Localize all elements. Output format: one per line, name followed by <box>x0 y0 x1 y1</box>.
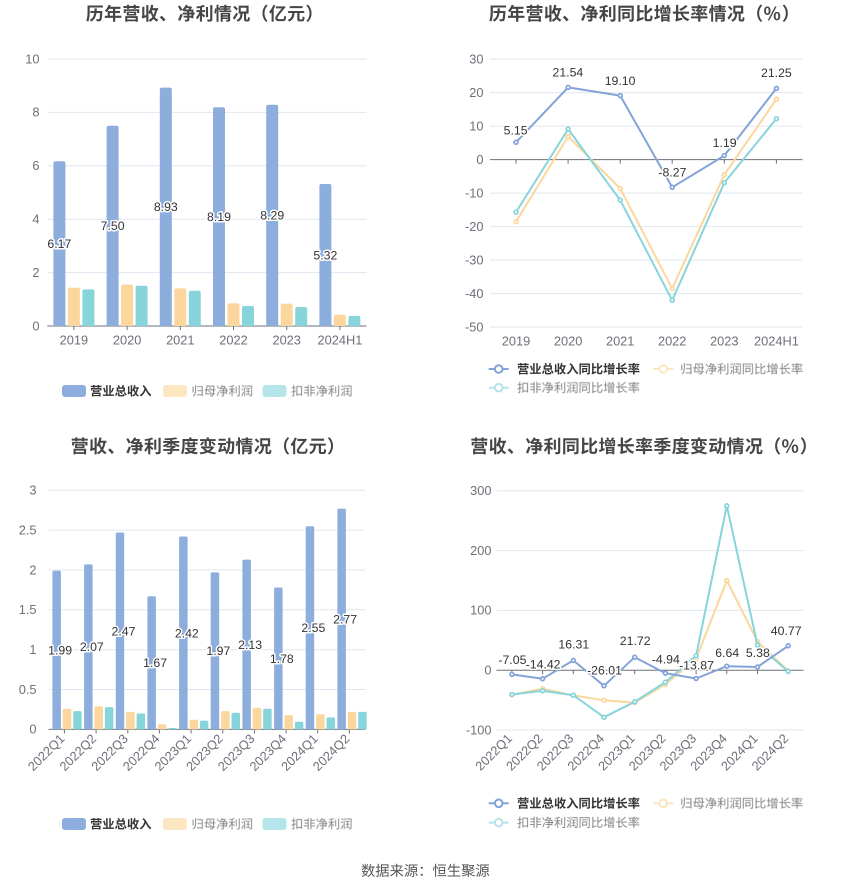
svg-text:-100: -100 <box>466 722 492 737</box>
svg-text:1: 1 <box>29 642 36 657</box>
svg-text:2.77: 2.77 <box>333 612 357 626</box>
svg-text:0.5: 0.5 <box>19 682 37 697</box>
svg-text:2024H1: 2024H1 <box>754 333 799 348</box>
svg-text:40.77: 40.77 <box>771 624 802 638</box>
svg-text:6.64: 6.64 <box>715 646 739 660</box>
svg-text:0: 0 <box>32 318 39 333</box>
svg-text:6.17: 6.17 <box>47 237 71 251</box>
svg-text:1.67: 1.67 <box>143 656 167 670</box>
svg-text:1.19: 1.19 <box>713 136 737 150</box>
svg-text:-7.05: -7.05 <box>498 653 526 667</box>
svg-text:7.50: 7.50 <box>101 219 125 233</box>
svg-text:2022: 2022 <box>658 333 686 348</box>
svg-text:2.47: 2.47 <box>112 624 136 638</box>
svg-text:-10: -10 <box>465 185 484 200</box>
svg-text:-40: -40 <box>465 286 484 301</box>
svg-text:2.13: 2.13 <box>238 638 262 652</box>
svg-text:2023: 2023 <box>710 333 738 348</box>
svg-text:1.97: 1.97 <box>206 644 230 658</box>
svg-text:2021: 2021 <box>166 332 194 347</box>
svg-text:1.78: 1.78 <box>270 652 294 666</box>
svg-text:0: 0 <box>484 663 491 678</box>
svg-text:-14.42: -14.42 <box>526 657 561 671</box>
svg-text:200: 200 <box>470 543 491 558</box>
svg-text:19.10: 19.10 <box>605 74 636 88</box>
svg-text:8: 8 <box>32 105 39 120</box>
svg-text:10: 10 <box>25 51 39 66</box>
svg-text:-8.27: -8.27 <box>658 166 686 180</box>
svg-text:10: 10 <box>469 118 483 133</box>
svg-text:-4.94: -4.94 <box>652 653 680 667</box>
svg-text:-50: -50 <box>465 319 484 334</box>
svg-text:16.31: 16.31 <box>558 638 589 652</box>
svg-text:2019: 2019 <box>60 332 88 347</box>
svg-text:2.07: 2.07 <box>80 640 104 654</box>
svg-text:6: 6 <box>32 158 39 173</box>
svg-text:300: 300 <box>470 483 491 498</box>
svg-text:100: 100 <box>470 603 491 618</box>
svg-text:3: 3 <box>29 483 36 498</box>
svg-text:5.38: 5.38 <box>746 646 770 660</box>
svg-text:4: 4 <box>32 212 39 227</box>
svg-text:2023: 2023 <box>272 332 300 347</box>
svg-text:8.19: 8.19 <box>207 210 231 224</box>
svg-text:30: 30 <box>469 51 483 66</box>
svg-text:-20: -20 <box>465 219 484 234</box>
svg-text:2.5: 2.5 <box>19 522 37 537</box>
svg-text:0: 0 <box>476 152 483 167</box>
svg-text:2: 2 <box>32 265 39 280</box>
svg-text:2.55: 2.55 <box>301 621 325 635</box>
svg-text:1.5: 1.5 <box>19 602 37 617</box>
svg-text:2020: 2020 <box>113 332 141 347</box>
svg-text:2021: 2021 <box>606 333 634 348</box>
svg-text:2: 2 <box>29 562 36 577</box>
svg-text:21.25: 21.25 <box>761 66 792 80</box>
svg-text:2024H1: 2024H1 <box>317 332 362 347</box>
svg-text:21.54: 21.54 <box>553 66 584 80</box>
svg-text:-26.01: -26.01 <box>587 663 622 677</box>
svg-text:5.32: 5.32 <box>313 248 337 262</box>
svg-text:2022: 2022 <box>219 332 247 347</box>
svg-text:2.42: 2.42 <box>175 626 199 640</box>
svg-text:-30: -30 <box>465 252 484 267</box>
svg-text:5.15: 5.15 <box>504 123 528 137</box>
svg-text:20: 20 <box>469 85 483 100</box>
svg-text:1.99: 1.99 <box>48 643 72 657</box>
svg-text:8.29: 8.29 <box>260 209 284 223</box>
svg-text:-13.87: -13.87 <box>679 659 714 673</box>
svg-text:2019: 2019 <box>502 333 530 348</box>
svg-text:21.72: 21.72 <box>620 634 651 648</box>
svg-text:0: 0 <box>29 722 36 737</box>
svg-text:2020: 2020 <box>554 333 582 348</box>
svg-text:8.93: 8.93 <box>154 200 178 214</box>
